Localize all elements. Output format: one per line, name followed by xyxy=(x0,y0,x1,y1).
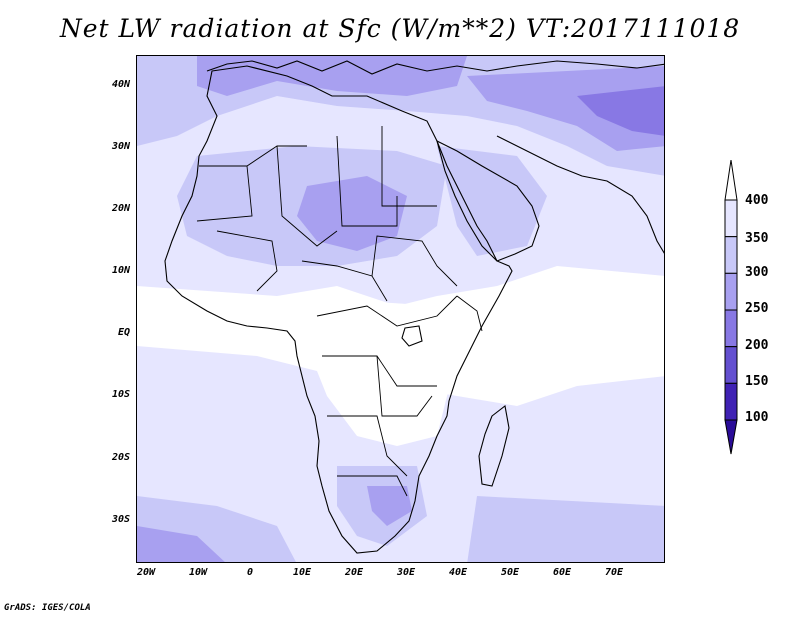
colorbar-box-1 xyxy=(724,236,738,274)
arabia-coastline xyxy=(436,139,540,262)
lake-victoria xyxy=(401,325,423,347)
lat-label-40n: 40N xyxy=(111,79,130,90)
lon-label-30e: 30E xyxy=(396,567,416,578)
asia-coastline xyxy=(496,135,664,254)
lon-label-60e: 60E xyxy=(552,567,572,578)
south-indian-field xyxy=(467,496,664,562)
colorbar-label-100: 100 xyxy=(745,410,769,425)
colorbar-bottom-arrow xyxy=(724,419,738,455)
map-title: Net LW radiation at Sfc (W/m**2) VT:2017… xyxy=(59,14,741,43)
lat-label-eq: EQ xyxy=(117,327,130,338)
map-canvas xyxy=(137,56,664,562)
colorbar-box-5 xyxy=(724,382,738,421)
congo-field xyxy=(287,296,457,446)
arabia-field xyxy=(437,146,547,256)
lat-label-30n: 30N xyxy=(111,141,130,152)
colorbar-label-150: 150 xyxy=(745,374,769,389)
highveld-field xyxy=(367,486,412,526)
sw-ocean-field xyxy=(137,526,225,562)
colorbar-top-arrow xyxy=(724,160,738,201)
colorbar-label-350: 350 xyxy=(745,231,769,246)
iran-field xyxy=(577,86,664,136)
colorbar-box-0 xyxy=(724,199,738,238)
lon-label-40e: 40E xyxy=(448,567,468,578)
lon-label-70e: 70E xyxy=(604,567,624,578)
central-sahara-field xyxy=(297,176,407,251)
lon-label-10e: 10E xyxy=(292,567,312,578)
footer-credit: GrADS: IGES/COLA xyxy=(4,603,91,613)
madagascar-coastline xyxy=(478,405,510,487)
colorbar-boxes xyxy=(724,199,738,421)
country-borders xyxy=(196,126,483,497)
mediterranean-field xyxy=(197,56,467,96)
lon-label-50e: 50E xyxy=(500,567,520,578)
europe-coastline xyxy=(206,60,664,75)
lat-label-20s: 20S xyxy=(111,452,130,463)
lat-label-20n: 20N xyxy=(111,203,130,214)
lat-label-30s: 30S xyxy=(111,514,130,525)
lon-label-0: 0 xyxy=(246,567,254,578)
coastlines xyxy=(164,60,664,554)
lon-label-10w: 10W xyxy=(188,567,208,578)
colorbar-box-2 xyxy=(724,272,738,311)
middle-east-field xyxy=(467,66,664,151)
colorbar-label-300: 300 xyxy=(745,265,769,280)
colorbar xyxy=(724,160,738,455)
colorbar-label-200: 200 xyxy=(745,338,769,353)
colorbar-box-3 xyxy=(724,309,738,348)
lat-label-10s: 10S xyxy=(111,389,130,400)
colorbar-label-250: 250 xyxy=(745,301,769,316)
lat-label-10n: 10N xyxy=(111,265,130,276)
colorbar-label-400: 400 xyxy=(745,193,769,208)
colorbar-box-4 xyxy=(724,346,738,384)
map-panel xyxy=(136,55,665,563)
africa-coastline xyxy=(164,65,513,554)
lon-label-20w: 20W xyxy=(136,567,156,578)
lon-label-20e: 20E xyxy=(344,567,364,578)
